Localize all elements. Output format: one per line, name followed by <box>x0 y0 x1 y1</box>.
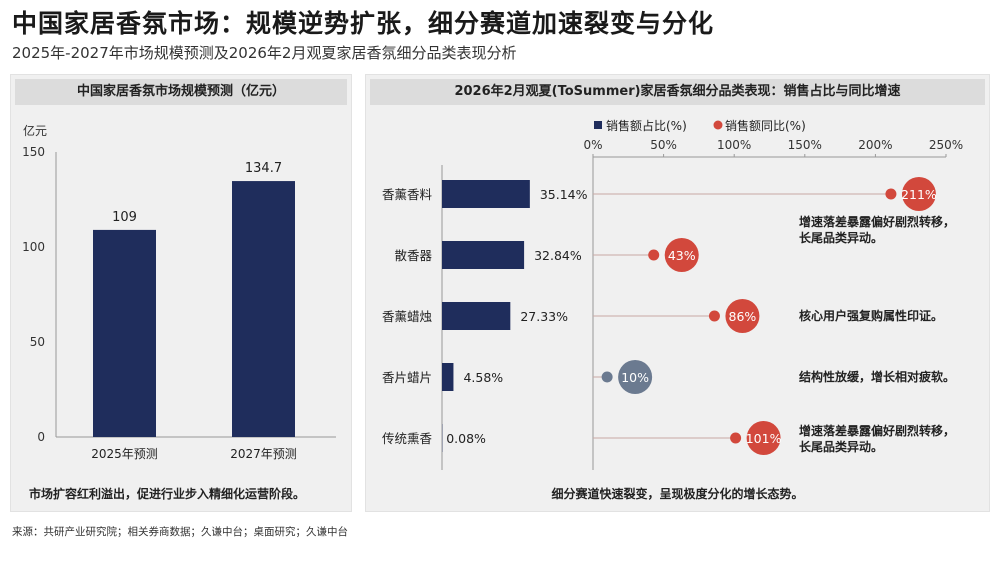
annotation-text: 核心用户强复购属性印证。 <box>799 308 943 323</box>
category-label: 香薰蜡烛 <box>382 309 433 324</box>
category-label: 传统熏香 <box>382 431 433 446</box>
x-tick-label: 2027年预测 <box>230 447 297 461</box>
legend-label-share: 销售额占比(%) <box>606 118 687 133</box>
share-value-label: 27.33% <box>520 309 568 324</box>
share-value-label: 35.14% <box>540 187 588 202</box>
market-size-chart: 亿元 0 50 100 150 109 2025年预测 134.7 2027年预测 <box>22 123 336 461</box>
x-tick-label: 100% <box>717 138 751 152</box>
share-bar <box>442 302 511 330</box>
x-tick-label: 200% <box>858 138 892 152</box>
share-bar <box>442 241 525 269</box>
y-tick-label: 0 <box>37 430 45 444</box>
bar-value-label: 134.7 <box>245 161 282 176</box>
share-value-label: 32.84% <box>534 248 582 263</box>
share-value-label: 0.08% <box>446 431 486 446</box>
segment-panel: 2026年2月观夏(ToSummer)家居香氛细分品类表现：销售占比与同比增速 … <box>365 74 990 512</box>
bar <box>232 181 295 437</box>
segment-title: 2026年2月观夏(ToSummer)家居香氛细分品类表现：销售占比与同比增速 <box>370 79 985 105</box>
annotation-text: 结构性放缓，增长相对疲软。 <box>799 369 955 384</box>
growth-dot <box>648 249 660 261</box>
growth-bubble <box>618 360 653 394</box>
y-tick-label: 50 <box>30 335 45 349</box>
source-note: 来源：共研产业研究院；相关券商数据；久谦中台；桌面研究；久谦中台 <box>12 526 348 538</box>
market-size-panel: 中国家居香氛市场规模预测（亿元） 亿元 0 50 100 150 109 2025年预测 13… <box>10 74 352 512</box>
growth-value-label: 10% <box>621 370 649 385</box>
growth-bubble <box>725 299 760 333</box>
bar-value-label: 109 <box>112 210 137 225</box>
x-tick-label: 0% <box>583 138 602 152</box>
category-label: 香片蜡片 <box>382 370 432 385</box>
annotation-text: 增速落差暴露偏好剧烈转移， <box>799 214 955 229</box>
growth-dot <box>601 371 613 383</box>
annotation-text: 长尾品类异动。 <box>799 230 883 245</box>
segment-chart: 销售额占比(%) 销售额同比(%) 0% 50% 100% 150% 200% 250% 香薰香… <box>382 118 963 470</box>
market-size-note: 市场扩容红利溢出，促进行业步入精细化运营阶段。 <box>29 487 306 501</box>
category-label: 散香器 <box>394 248 432 263</box>
annotation-text: 增速落差暴露偏好剧烈转移， <box>799 423 955 438</box>
legend-marker-share <box>594 121 602 129</box>
segment-note: 细分赛道快速裂变，呈现极度分化的增长态势。 <box>551 487 804 501</box>
y-tick-label: 150 <box>22 145 45 159</box>
share-value-label: 4.58% <box>463 370 503 385</box>
growth-value-label: 43% <box>668 248 696 263</box>
growth-dot <box>885 188 897 200</box>
page-subtitle: 2025年-2027年市场规模预测及2026年2月观夏家居香氛细分品类表现分析 <box>12 44 517 62</box>
bar <box>93 229 156 437</box>
growth-value-label: 101% <box>746 431 782 446</box>
legend-label-growth: 销售额同比(%) <box>725 118 806 133</box>
share-bar <box>442 363 454 391</box>
market-size-title: 中国家居香氛市场规模预测（亿元） <box>15 79 347 105</box>
y-tick-label: 100 <box>22 240 45 254</box>
growth-bubble <box>746 421 781 455</box>
growth-dot <box>730 432 742 444</box>
growth-value-label: 86% <box>729 309 757 324</box>
x-tick-label: 250% <box>929 138 963 152</box>
legend-marker-growth <box>713 120 723 130</box>
growth-bubble <box>664 238 699 272</box>
page-title: 中国家居香氛市场：规模逆势扩张，细分赛道加速裂变与分化 <box>12 9 715 38</box>
x-tick-label: 150% <box>788 138 822 152</box>
share-bar <box>442 180 530 208</box>
category-label: 香薰香料 <box>382 187 433 202</box>
x-tick-label: 2025年预测 <box>91 447 158 461</box>
growth-bubble <box>901 177 936 211</box>
growth-dot <box>708 310 720 322</box>
growth-value-label: 211% <box>901 187 937 202</box>
x-tick-label: 50% <box>650 138 677 152</box>
annotation-text: 长尾品类异动。 <box>799 439 883 454</box>
y-axis-label: 亿元 <box>23 123 47 138</box>
